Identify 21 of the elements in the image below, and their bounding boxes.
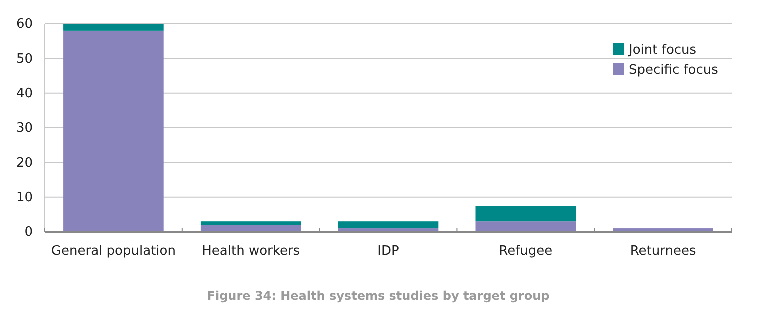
x-tick-label: Returnees (630, 244, 696, 260)
x-tick-label: IDP (378, 244, 400, 260)
x-tick-label: General population (51, 244, 176, 260)
text: Figure 34: Health systems studies by target group (207, 289, 550, 303)
y-tick-label: 20 (16, 156, 33, 171)
bar (200, 222, 302, 226)
y-tick-label: 50 (16, 52, 33, 67)
legend-label: Joint focus (628, 43, 697, 58)
y-tick-label: 60 (16, 17, 33, 32)
bar (476, 206, 576, 222)
bar (476, 222, 576, 232)
y-tick-label: 40 (16, 86, 33, 102)
bar (64, 24, 164, 31)
bar (338, 222, 439, 229)
y-tick-label: 10 (16, 190, 33, 206)
x-tick-label: Health workers (202, 244, 300, 260)
legend-label: Specific focus (629, 63, 719, 78)
x-tick-label: Refugee (499, 244, 553, 260)
y-tick-label: 30 (16, 121, 33, 136)
bar (64, 30, 164, 232)
y-tick-label: 0 (24, 225, 33, 240)
